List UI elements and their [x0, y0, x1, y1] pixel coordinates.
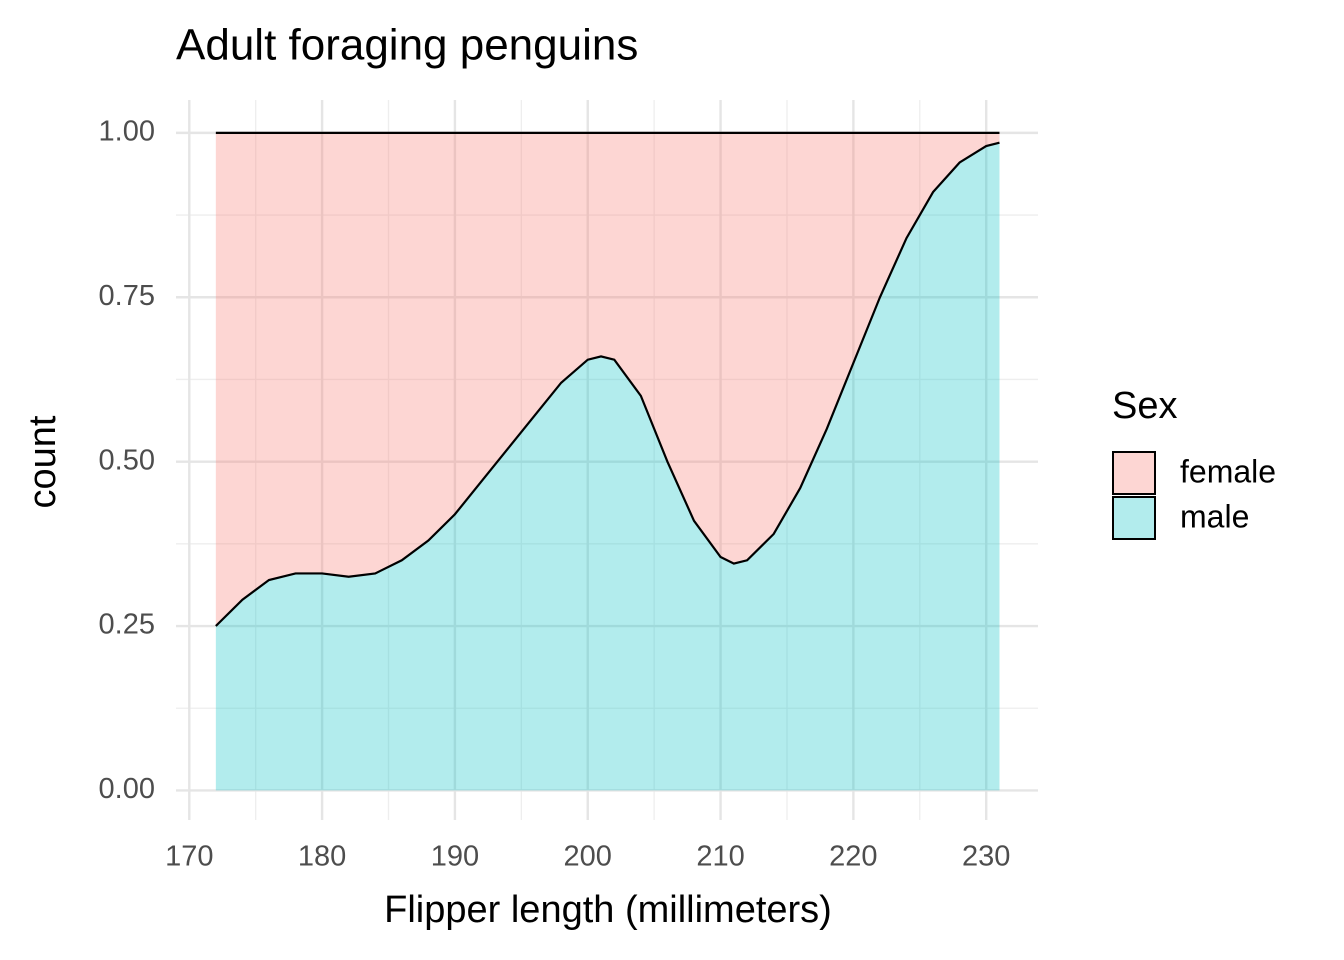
y-tick-label: 0.00: [99, 773, 155, 805]
x-tick-label: 180: [298, 841, 346, 873]
y-tick-label: 0.50: [99, 444, 155, 476]
legend-label: female: [1180, 453, 1276, 489]
x-tick-label: 170: [165, 841, 213, 873]
legend-swatch: [1113, 497, 1155, 539]
x-axis-label: Flipper length (millimeters): [384, 889, 832, 931]
chart-title: Adult foraging penguins: [176, 21, 638, 70]
y-tick-label: 0.25: [99, 609, 155, 641]
area: [215, 142, 1000, 791]
y-axis-label: count: [22, 415, 64, 508]
y-tick-label: 0.75: [99, 280, 155, 312]
x-tick-label: 200: [564, 841, 612, 873]
x-tick-label: 220: [829, 841, 877, 873]
x-tick-label: 230: [962, 841, 1010, 873]
legend-swatch: [1113, 452, 1155, 494]
legend-swatch: [1112, 496, 1156, 540]
area: [215, 132, 1000, 627]
x-tick-label: 190: [431, 841, 479, 873]
legend: female male: [1112, 451, 1276, 540]
area-outline: [215, 141, 1000, 627]
legend-swatch: [1112, 451, 1156, 495]
legend-title: Sex: [1112, 385, 1177, 427]
y-tick-label: 1.00: [99, 116, 155, 148]
legend-label: male: [1180, 498, 1249, 534]
x-tick-label: 210: [696, 841, 744, 873]
areas: [215, 131, 1000, 791]
